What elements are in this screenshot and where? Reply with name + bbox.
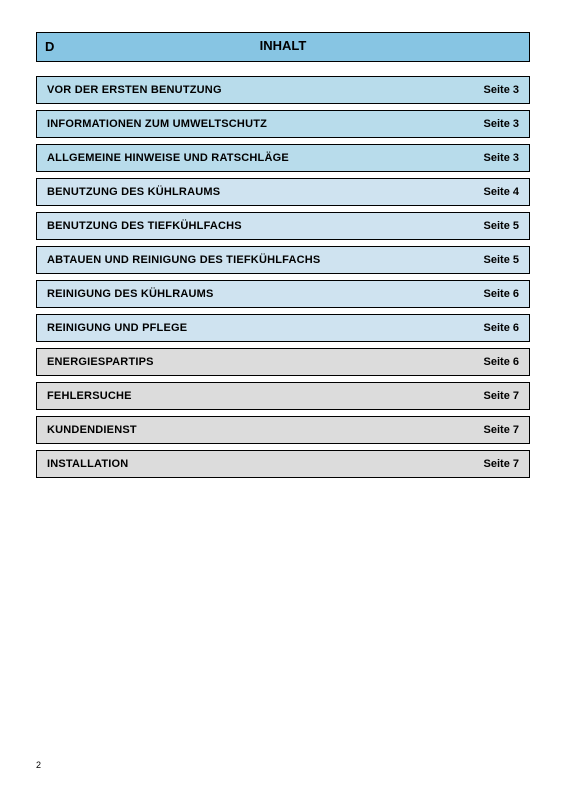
toc-item-page: Seite 3 <box>484 152 519 164</box>
header-language-letter: D <box>45 39 54 54</box>
toc-item-title: INSTALLATION <box>47 458 128 470</box>
toc-item-page: Seite 7 <box>484 390 519 402</box>
toc-item: INFORMATIONEN ZUM UMWELTSCHUTZ Seite 3 <box>36 110 530 138</box>
toc-item-page: Seite 3 <box>484 118 519 130</box>
toc-item: REINIGUNG UND PFLEGE Seite 6 <box>36 314 530 342</box>
toc-item-page: Seite 6 <box>484 288 519 300</box>
toc-item: BENUTZUNG DES KÜHLRAUMS Seite 4 <box>36 178 530 206</box>
toc-item: BENUTZUNG DES TIEFKÜHLFACHS Seite 5 <box>36 212 530 240</box>
toc-item: VOR DER ERSTEN BENUTZUNG Seite 3 <box>36 76 530 104</box>
toc-item-page: Seite 3 <box>484 84 519 96</box>
toc-item-page: Seite 5 <box>484 254 519 266</box>
toc-item-title: REINIGUNG DES KÜHLRAUMS <box>47 288 214 300</box>
toc-item-page: Seite 7 <box>484 424 519 436</box>
toc-item: FEHLERSUCHE Seite 7 <box>36 382 530 410</box>
page-number: 2 <box>36 760 41 770</box>
toc-item: INSTALLATION Seite 7 <box>36 450 530 478</box>
toc-item-page: Seite 6 <box>484 322 519 334</box>
toc-item-title: ABTAUEN UND REINIGUNG DES TIEFKÜHLFACHS <box>47 254 320 266</box>
toc-item-title: KUNDENDIENST <box>47 424 137 436</box>
toc-item-title: REINIGUNG UND PFLEGE <box>47 322 187 334</box>
header-title: INHALT <box>260 38 307 53</box>
toc-item: ALLGEMEINE HINWEISE UND RATSCHLÄGE Seite … <box>36 144 530 172</box>
toc-header: D INHALT <box>36 32 530 62</box>
toc-item-title: VOR DER ERSTEN BENUTZUNG <box>47 84 222 96</box>
toc-item-page: Seite 7 <box>484 458 519 470</box>
toc-item-title: ENERGIESPARTIPS <box>47 356 154 368</box>
toc-item-page: Seite 6 <box>484 356 519 368</box>
toc-item: ABTAUEN UND REINIGUNG DES TIEFKÜHLFACHS S… <box>36 246 530 274</box>
toc-item-title: BENUTZUNG DES TIEFKÜHLFACHS <box>47 220 242 232</box>
toc-item-title: BENUTZUNG DES KÜHLRAUMS <box>47 186 220 198</box>
toc-item: KUNDENDIENST Seite 7 <box>36 416 530 444</box>
toc-item-title: ALLGEMEINE HINWEISE UND RATSCHLÄGE <box>47 152 289 164</box>
toc-list: VOR DER ERSTEN BENUTZUNGSeite 3INFORMATI… <box>36 76 530 478</box>
toc-item: REINIGUNG DES KÜHLRAUMS Seite 6 <box>36 280 530 308</box>
header-wrap: D INHALT <box>45 38 521 56</box>
toc-item: ENERGIESPARTIPS Seite 6 <box>36 348 530 376</box>
toc-item-title: INFORMATIONEN ZUM UMWELTSCHUTZ <box>47 118 267 130</box>
toc-item-page: Seite 5 <box>484 220 519 232</box>
toc-item-page: Seite 4 <box>484 186 519 198</box>
toc-item-title: FEHLERSUCHE <box>47 390 132 402</box>
